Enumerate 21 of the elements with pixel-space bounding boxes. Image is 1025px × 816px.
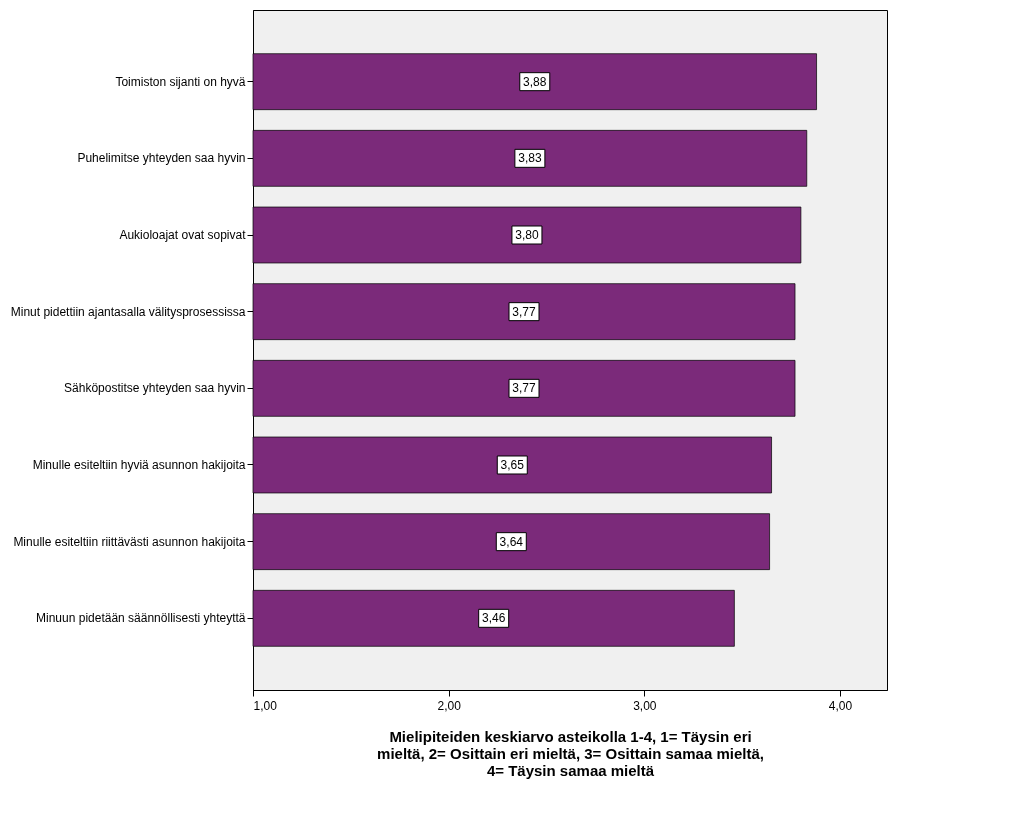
y-tick-label: Minuun pidetään säännöllisesti yhteyttä [36, 611, 246, 626]
y-tick-label: Minulle esiteltiin riittävästi asunnon hakijoita [13, 534, 246, 549]
x-tick-label: 3,00 [633, 698, 657, 713]
data-label: 3,77 [512, 381, 537, 396]
y-tick-label: Toimiston sijanti on hyvä [115, 74, 246, 89]
data-label: 3,80 [515, 228, 539, 243]
data-label: 3,77 [512, 304, 537, 319]
y-tick-label: Sähköpostitse yhteyden saa hyvin [64, 381, 246, 396]
y-tick-label: Aukioloajat ovat sopivat [119, 228, 247, 243]
x-tick-label: 4,00 [828, 698, 853, 713]
y-tick-label: Minut pidettiin ajantasalla välitysprosessissa [10, 304, 246, 319]
x-axis-title: Mielipiteiden keskiarvo asteikolla 1-4, 1= Täysin eri mieltä, 2= Osittain eri mieltä, 3= Osittain samaa mieltä, 4= Täysin samaa mieltä [377, 727, 764, 779]
y-tick-label: Puhelimitse yhteyden saa hyvin [77, 151, 246, 166]
data-label: 3,83 [518, 151, 542, 166]
y-tick-label: Minulle esiteltiin hyviä asunnon hakijoita [32, 457, 246, 472]
data-label: 3,88 [523, 74, 547, 89]
data-label: 3,64 [499, 534, 524, 549]
x-tick-label: 2,00 [437, 698, 462, 713]
x-tick-label: 1,00 [253, 698, 278, 713]
data-label: 3,65 [500, 457, 525, 472]
data-label: 3,46 [482, 611, 506, 626]
